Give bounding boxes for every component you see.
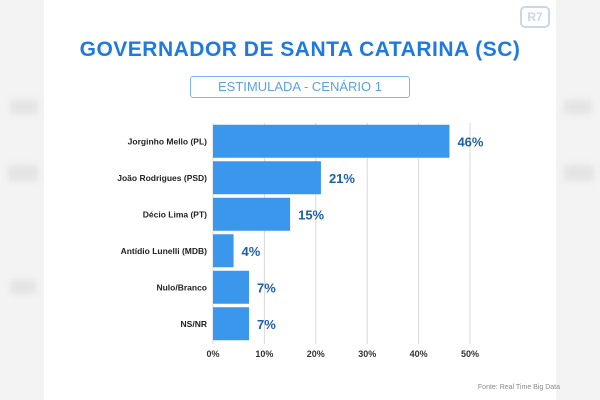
background-blur-left-3	[10, 280, 36, 294]
background-blur-right-2	[564, 165, 594, 181]
x-tick-label: 10%	[255, 349, 273, 359]
category-label: Jorginho Mello (PL)	[128, 136, 207, 146]
source-note: Fonte: Real Time Big Data	[477, 384, 560, 391]
bar	[213, 197, 291, 231]
category-label: NS/NR	[181, 319, 207, 329]
r7-logo: R7	[520, 6, 550, 28]
data-label: 15%	[298, 207, 324, 222]
bar	[213, 161, 321, 195]
chart-subtitle: ESTIMULADA - CENÁRIO 1	[190, 76, 410, 98]
data-label: 4%	[242, 244, 261, 259]
category-label: Antídio Lunelli (MDB)	[121, 246, 208, 256]
background-blur-left-1	[10, 100, 38, 114]
chart-title: GOVERNADOR DE SANTA CATARINA (SC)	[79, 38, 521, 61]
bar	[213, 234, 234, 268]
chart-card	[44, 0, 556, 400]
background-blur-left-2	[8, 165, 38, 181]
data-label: 21%	[329, 171, 355, 186]
bar	[213, 307, 249, 341]
data-label: 46%	[457, 134, 483, 149]
bar	[213, 270, 249, 304]
background-blur-right-1	[564, 100, 592, 114]
bar	[213, 124, 450, 158]
category-label: Décio Lima (PT)	[143, 209, 207, 219]
category-label: João Rodrigues (PSD)	[117, 173, 207, 183]
category-label: Nulo/Branco	[156, 282, 207, 292]
data-label: 7%	[257, 317, 276, 332]
x-tick-label: 40%	[410, 349, 428, 359]
x-tick-label: 50%	[461, 349, 479, 359]
x-tick-label: 30%	[358, 349, 376, 359]
x-tick-label: 0%	[206, 349, 219, 359]
x-tick-label: 20%	[307, 349, 325, 359]
data-label: 7%	[257, 280, 276, 295]
